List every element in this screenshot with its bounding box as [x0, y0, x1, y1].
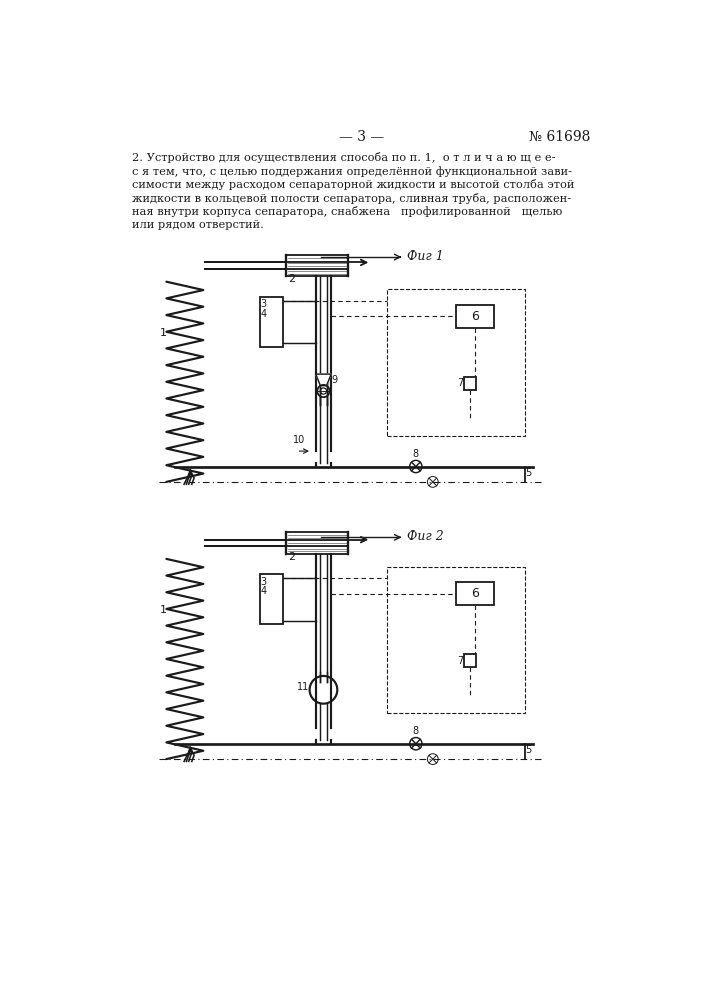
Bar	[259, 574, 283, 624]
Bar	[456, 582, 494, 605]
Bar	[464, 377, 476, 389]
Text: 5: 5	[525, 745, 532, 755]
Text: 4: 4	[260, 309, 267, 319]
Polygon shape	[316, 374, 331, 386]
Text: 11: 11	[296, 682, 309, 692]
Text: ная внутри корпуса сепаратора, снабжена   профилированной   щелью: ная внутри корпуса сепаратора, снабжена …	[132, 206, 563, 217]
Text: жидкости в кольцевой полости сепаратора, сливная труба, расположен-: жидкости в кольцевой полости сепаратора,…	[132, 193, 572, 204]
Text: 7: 7	[457, 656, 464, 666]
Text: Фиг 1: Фиг 1	[407, 250, 444, 263]
Bar	[464, 654, 476, 667]
Text: или рядом отверстий.: или рядом отверстий.	[132, 220, 264, 230]
Bar	[387, 567, 525, 713]
Text: 3: 3	[260, 299, 267, 309]
Text: — 3 —: — 3 —	[339, 130, 385, 144]
Text: 6: 6	[471, 310, 479, 323]
Text: 7: 7	[457, 378, 464, 388]
Text: с я тем, что, с целью поддержания определённой функциональной зави-: с я тем, что, с целью поддержания опреде…	[132, 166, 573, 177]
Text: 2. Устройство для осуществления способа по п. 1,  о т л и ч а ю щ е е-: 2. Устройство для осуществления способа …	[132, 152, 556, 163]
Text: 8: 8	[412, 449, 418, 459]
Bar	[387, 289, 525, 436]
Text: 1: 1	[160, 605, 166, 615]
Text: Фиг 2: Фиг 2	[407, 530, 444, 543]
Text: 8: 8	[412, 726, 418, 736]
Text: 5: 5	[525, 468, 532, 478]
Bar	[456, 305, 494, 328]
Text: 3: 3	[260, 577, 267, 587]
Bar	[259, 297, 283, 347]
Text: 4: 4	[260, 586, 267, 596]
Text: № 61698: № 61698	[529, 130, 590, 144]
Text: 9: 9	[331, 375, 337, 385]
Text: 6: 6	[471, 587, 479, 600]
Text: 10: 10	[293, 435, 305, 445]
Text: 2: 2	[288, 552, 295, 562]
Text: 2: 2	[288, 274, 295, 284]
Text: симости между расходом сепараторной жидкости и высотой столба этой: симости между расходом сепараторной жидк…	[132, 179, 575, 190]
Text: 1: 1	[160, 328, 166, 338]
